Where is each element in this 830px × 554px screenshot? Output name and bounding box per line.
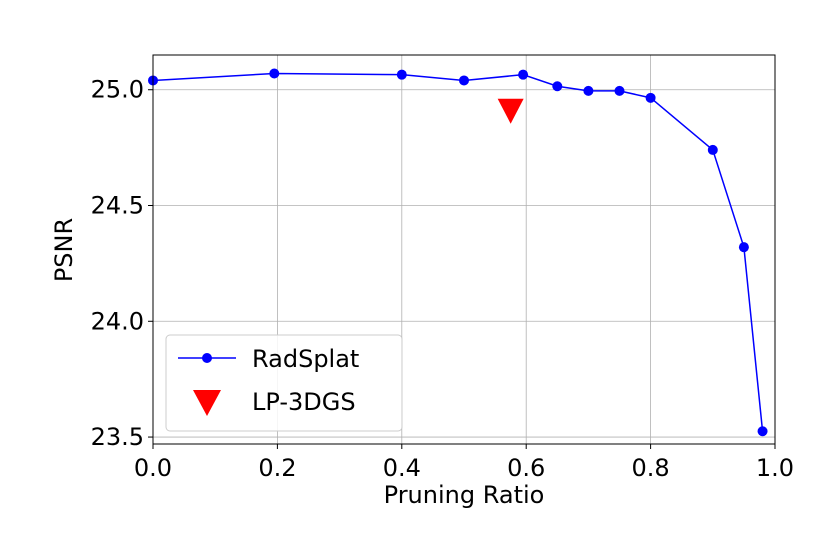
data-point-radsplat [757,426,768,437]
data-point-lp-3dgs [497,98,524,124]
y-tick-label: 23.5 [91,423,144,451]
x-tick-label: 0.6 [507,454,545,482]
data-point-radsplat [645,92,656,103]
data-point-radsplat [614,85,625,96]
data-point-radsplat [269,68,280,79]
x-tick-label: 0.4 [383,454,421,482]
legend-lp3dgs-label: LP-3DGS [252,388,356,416]
ticks: 0.0 0.2 0.4 0.6 0.8 1.0 23.5 24.0 24.5 25.0 [91,76,795,482]
y-tick-label: 24.5 [91,192,144,220]
y-tick-label: 24.0 [91,307,144,335]
x-axis-label: Pruning Ratio [384,481,545,509]
plot-area-frame [152,54,776,445]
legend-box [165,334,403,432]
legend-radsplat-label: RadSplat [252,345,359,373]
y-axis-label: PSNR [50,218,78,282]
data-point-radsplat [396,69,407,80]
data-point-radsplat [707,144,718,155]
data-point-radsplat [459,75,469,86]
data-point-radsplat [552,81,563,92]
x-tick-label: 1.0 [756,454,794,482]
x-tick-label: 0.8 [632,454,670,482]
x-tick-label: 0.2 [258,454,296,482]
data-point-radsplat [583,85,594,96]
data-point-radsplat [738,242,749,253]
data-point-radsplat [518,69,529,80]
x-tick-label: 0.0 [134,454,172,482]
series-line-radsplat [152,72,764,432]
legend-lp3dgs-marker [193,390,221,416]
y-tick-label: 25.0 [91,76,144,104]
legend: RadSplat LP-3DGS [165,334,403,432]
legend-radsplat-marker [202,353,212,363]
